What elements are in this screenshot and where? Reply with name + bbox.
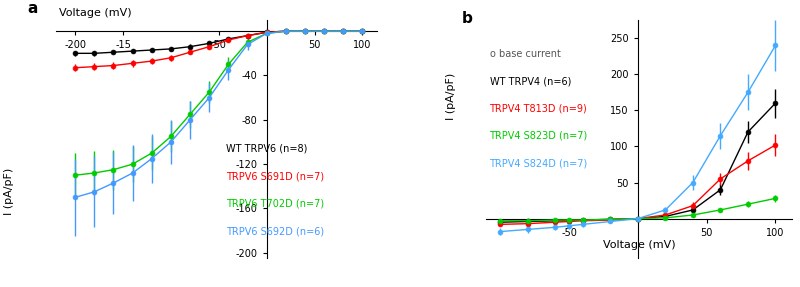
Y-axis label: I (pA/pF): I (pA/pF) [446,73,456,120]
Text: TRPV4 S823D (n=7): TRPV4 S823D (n=7) [490,131,588,141]
Text: TRPV4 T813D (n=9): TRPV4 T813D (n=9) [490,103,587,113]
Y-axis label: I (pA/pF): I (pA/pF) [4,168,14,215]
Text: b: b [462,11,473,26]
Text: TRPV4 S824D (n=7): TRPV4 S824D (n=7) [490,158,588,168]
Text: TRPV6 S692D (n=6): TRPV6 S692D (n=6) [226,226,324,236]
X-axis label: Voltage (mV): Voltage (mV) [603,241,675,250]
Text: Voltage (mV): Voltage (mV) [59,8,132,18]
Text: o base current: o base current [490,49,560,59]
Text: a: a [27,1,38,16]
Text: WT TRPV6 (n=8): WT TRPV6 (n=8) [226,144,307,154]
Text: TRPV6 T702D (n=7): TRPV6 T702D (n=7) [226,199,324,209]
Text: WT TRPV4 (n=6): WT TRPV4 (n=6) [490,76,571,86]
Text: TRPV6 S691D (n=7): TRPV6 S691D (n=7) [226,171,324,181]
